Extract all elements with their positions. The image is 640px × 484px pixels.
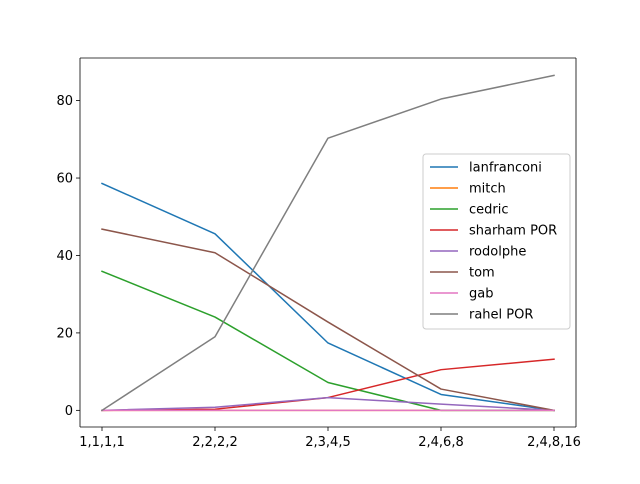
legend: lanfranconi mitch cedric sharham POR rodolph… xyxy=(422,153,571,330)
x-tick-label: 2,4,6,8 xyxy=(418,435,463,450)
y-tick-label: 0 xyxy=(65,404,73,419)
legend-label: gab xyxy=(469,287,493,302)
series-layer xyxy=(100,74,555,412)
y-tick-label: 80 xyxy=(56,94,73,109)
x-tick-label: 1,1,1,1 xyxy=(79,435,124,450)
legend-label: rahel POR xyxy=(469,308,533,323)
series-line-lanfranconi xyxy=(101,182,555,412)
legend-label: rodolphe xyxy=(469,245,526,260)
x-tick-label: 2,2,2,2 xyxy=(192,435,237,450)
y-tick-label: 60 xyxy=(56,172,73,187)
x-tick-label: 2,3,4,5 xyxy=(305,435,350,450)
legend-label: sharham POR xyxy=(469,224,557,239)
y-tick-label: 20 xyxy=(56,326,73,341)
x-tick-label: 2,4,8,16 xyxy=(527,435,581,450)
legend-label: mitch xyxy=(469,182,506,197)
series-line-tom xyxy=(101,228,555,412)
series-line-rahel-por xyxy=(100,74,555,412)
legend-label: tom xyxy=(469,266,495,281)
legend-label: cedric xyxy=(469,203,509,218)
y-tick-label: 40 xyxy=(56,249,73,264)
legend-label: lanfranconi xyxy=(469,161,542,176)
ticks-layer: 1,1,1,1 2,2,2,2 2,3,4,5 2,4,6,8 2,4,8,16 0 20 4… xyxy=(56,94,580,450)
legend-box xyxy=(422,153,571,330)
series-line-rodolphe xyxy=(101,396,555,412)
